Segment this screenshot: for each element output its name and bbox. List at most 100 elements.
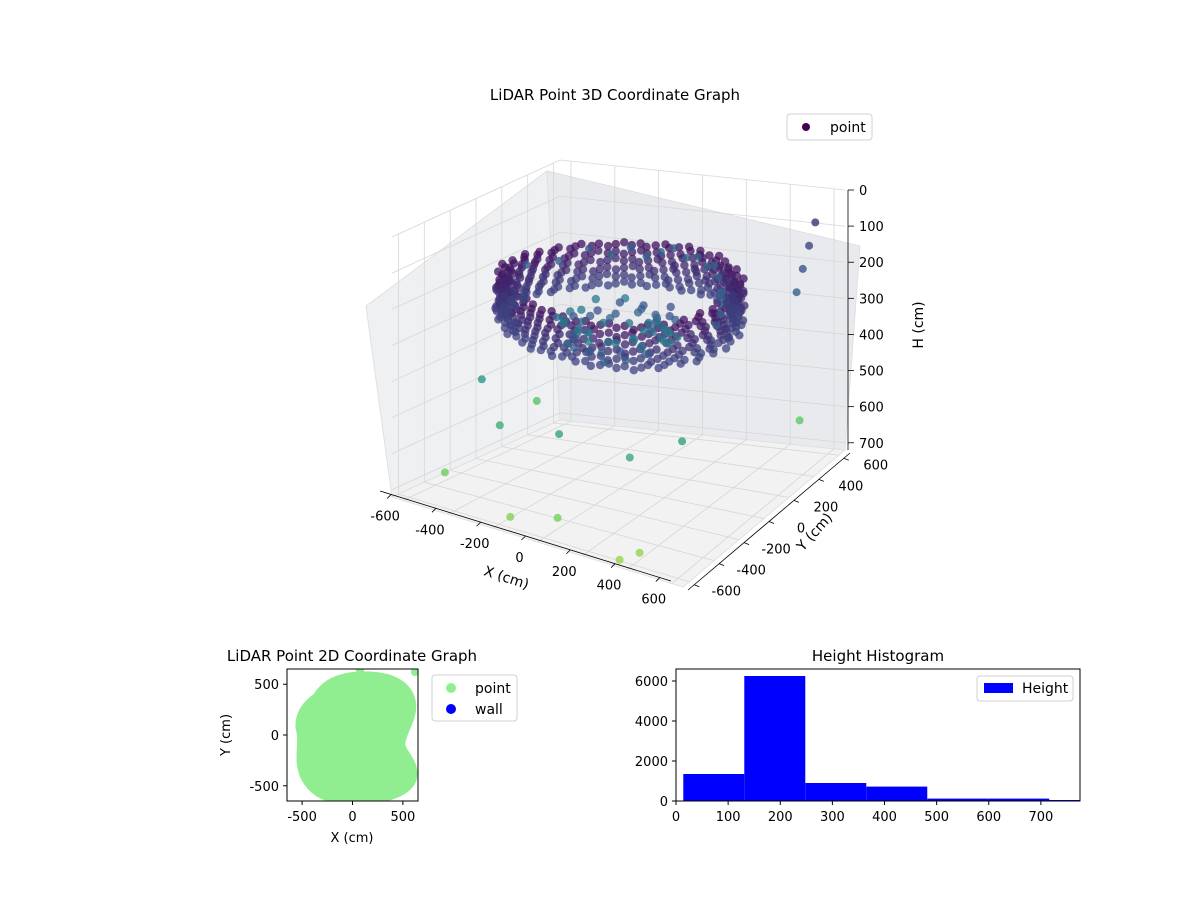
legend-3d-box [786, 113, 873, 141]
point-3d-sample [678, 437, 687, 446]
point-3d-inner [577, 305, 586, 314]
grid-line-z [391, 231, 846, 310]
x-tick-label-3d: 0 [515, 551, 523, 566]
point-3d [684, 320, 693, 330]
point-3d-sample [477, 375, 486, 384]
point-3d [604, 328, 613, 337]
point-3d-inner [615, 298, 625, 307]
legend-hist-box [976, 675, 1074, 702]
y-tick-3d [818, 478, 824, 482]
y-tick-label-hist: 2000 [635, 755, 668, 770]
point-3d-sample [792, 288, 801, 297]
point-3d [512, 332, 521, 341]
point-3d [603, 281, 613, 290]
point-3d [706, 290, 715, 299]
point-3d [728, 291, 737, 300]
point-3d [727, 323, 736, 333]
x-tick-label-2d: 0 [348, 810, 356, 825]
point-3d-inner [611, 338, 620, 348]
point-3d [673, 275, 683, 284]
point-3d-inner [640, 326, 649, 335]
histogram-bar [683, 774, 745, 801]
point-3d-inner [656, 334, 665, 343]
point-3d [666, 250, 675, 260]
point-3d-sample [440, 468, 449, 477]
x-tick-label-2d: -500 [287, 810, 317, 825]
point-3d-sample [552, 313, 561, 322]
point-3d [627, 280, 637, 289]
point-3d-sample [642, 252, 651, 261]
grid-line-y [501, 446, 789, 498]
point-3d [629, 366, 638, 375]
point-3d [511, 301, 520, 311]
point-3d [532, 289, 541, 299]
point-3d [611, 265, 621, 274]
point-3d-inner [599, 318, 608, 328]
x-tick-label-hist: 100 [716, 810, 741, 825]
point-3d-sample [625, 453, 634, 462]
legend-2d: point wall [431, 674, 518, 722]
y-tick-label-2d: 0 [271, 729, 279, 744]
point-3d-sample [717, 293, 726, 302]
point-3d [620, 331, 629, 340]
grid-line-z [391, 376, 846, 455]
legend-hist-height: Height [1022, 681, 1069, 697]
y-tick-label-hist: 6000 [635, 675, 668, 690]
point-3d [586, 255, 595, 265]
point-3d-sample [714, 273, 723, 282]
point-3d [611, 272, 620, 281]
point-3d [705, 251, 714, 260]
point-3d [660, 272, 669, 281]
point-3d-sample [693, 252, 702, 261]
x-tick-label-hist: 600 [976, 810, 1001, 825]
x-tick-label-hist: 700 [1028, 810, 1053, 825]
point-3d [651, 241, 660, 250]
axes-frame-hist [675, 668, 1081, 802]
point-3d [695, 309, 705, 318]
point-3d-inner [571, 334, 580, 343]
point-3d [675, 282, 684, 291]
point-3d [628, 347, 638, 356]
ticks-hist: 0 100 200 300 400 500 600 700 0 2000 4000 6000 [635, 675, 1053, 825]
point-2d-outlier-2 [356, 669, 364, 674]
point-3d-inner [663, 328, 673, 337]
point-3d-sample [626, 243, 635, 252]
point-3d [620, 340, 630, 349]
point-3d-sample [555, 256, 564, 265]
point-3d [706, 336, 716, 345]
z-tick-label-3d: 0 [859, 184, 867, 199]
point-3d-inner [673, 333, 682, 342]
point-3d-inner [671, 315, 680, 325]
histogram-bar [866, 786, 928, 801]
point-3d-inner [611, 309, 620, 318]
point-3d [725, 283, 734, 292]
x-tick-3d [655, 577, 661, 582]
point-3d-sample [553, 513, 562, 522]
x-tick-label-3d: 600 [641, 593, 666, 608]
point-3d-inner [586, 311, 595, 321]
point-3d-inner [604, 338, 613, 347]
point-3d-inner [605, 314, 615, 323]
point-3d-sample [656, 248, 665, 256]
point-3d [694, 278, 704, 288]
point-3d-sample [798, 264, 807, 273]
y-tick-3d [719, 563, 725, 567]
point-3d [637, 246, 646, 255]
legend-3d-marker [802, 123, 810, 131]
point-3d [603, 346, 613, 356]
point-3d [730, 278, 739, 287]
histogram-bar [927, 798, 989, 801]
point-3d [653, 255, 662, 264]
point-3d [603, 262, 612, 272]
point-3d-inner [591, 294, 600, 304]
point-3d-sample [585, 244, 593, 253]
y-tick-3d [793, 500, 800, 503]
point-3d-sample [506, 512, 515, 521]
x-tick-label-hist: 200 [768, 810, 793, 825]
x-tick-label-3d: -200 [460, 537, 490, 552]
legend-2d-wall: wall [475, 702, 503, 718]
point-3d [494, 315, 503, 324]
y-tick-label-3d: -200 [761, 543, 791, 558]
point-3d [644, 263, 654, 272]
